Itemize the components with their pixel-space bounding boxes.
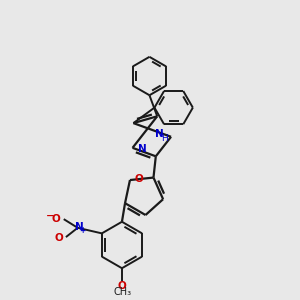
Text: N: N bbox=[138, 144, 147, 154]
Text: CH₃: CH₃ bbox=[113, 287, 132, 297]
Text: O: O bbox=[52, 214, 60, 224]
Text: −: − bbox=[46, 211, 55, 221]
Text: H: H bbox=[161, 134, 168, 142]
Text: N: N bbox=[75, 222, 84, 232]
Text: N: N bbox=[155, 129, 164, 139]
Text: O: O bbox=[118, 281, 126, 291]
Text: O: O bbox=[134, 173, 143, 184]
Text: O: O bbox=[55, 233, 64, 243]
Text: +: + bbox=[80, 226, 86, 235]
